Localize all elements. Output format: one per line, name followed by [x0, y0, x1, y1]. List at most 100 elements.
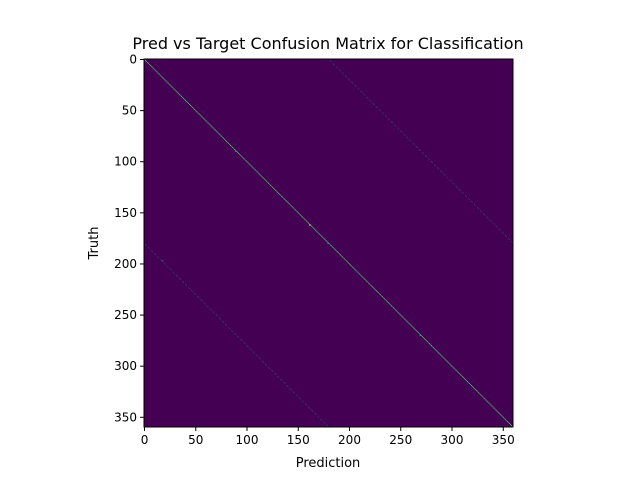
off-diagonal-cell [155, 254, 157, 256]
off-diagonal-cell [215, 314, 217, 316]
diagonal-cell [275, 189, 277, 191]
diagonal-cell [475, 389, 477, 391]
off-diagonal-cell [176, 275, 178, 277]
off-diagonal-cell [154, 253, 156, 255]
diagonal-cell [219, 134, 221, 136]
off-diagonal-cell [181, 280, 183, 282]
plot-frame [143, 58, 514, 428]
diagonal-cell [457, 371, 459, 373]
diagonal-cell [288, 203, 290, 205]
diagonal-cell [249, 164, 251, 166]
off-diagonal-cell [281, 379, 283, 381]
off-diagonal-cell [372, 102, 374, 104]
off-diagonal-cell [333, 64, 335, 66]
off-diagonal-cell [505, 235, 507, 237]
off-diagonal-cell [269, 367, 271, 369]
diagonal-cell [269, 183, 271, 185]
off-diagonal-cell [406, 136, 408, 138]
y-axis-ticks: 0 50 100 150 200 250 300 350 [114, 53, 144, 424]
off-diagonal-cell [507, 237, 509, 239]
off-diagonal-cell [446, 176, 448, 178]
off-diagonal-cell [173, 272, 175, 274]
diagonal-cell [304, 219, 306, 221]
diagonal-cell [452, 366, 454, 368]
diagonal-cell [482, 396, 484, 398]
y-tick-label: 50 [122, 104, 137, 118]
diagonal-cell [333, 248, 335, 250]
off-diagonal-cell [194, 293, 196, 295]
diagonal-cell [280, 194, 282, 196]
diagonal-cell [276, 190, 278, 192]
diagonal-cell [258, 173, 260, 175]
diagonal-cell [164, 79, 166, 81]
diagonal-cell [306, 221, 308, 223]
diagonal-cell [170, 85, 172, 87]
diagonal-cell [287, 202, 289, 204]
off-diagonal-cell [200, 299, 202, 301]
off-diagonal-cell [404, 134, 406, 136]
diagonal-cell [298, 213, 300, 215]
off-diagonal-cell [384, 115, 386, 117]
diagonal-cell [190, 105, 192, 107]
diagonal-cell [500, 414, 502, 416]
highlight-cell [309, 224, 311, 226]
off-diagonal-cell [197, 296, 199, 298]
off-diagonal-cell [502, 232, 504, 234]
diagonal-cell [250, 165, 252, 167]
diagonal-cell [395, 309, 397, 311]
diagonal-cell [233, 147, 235, 149]
diagonal-cell [353, 267, 355, 269]
diagonal-cell [371, 285, 373, 287]
diagonal-cell [465, 379, 467, 381]
diagonal-cell [178, 93, 180, 95]
diagonal-cell [297, 212, 299, 214]
off-diagonal-cell [435, 165, 437, 167]
diagonal-cell [227, 141, 229, 143]
diagonal-cell [424, 339, 426, 341]
off-diagonal-cell [302, 401, 304, 403]
off-diagonal-cell [259, 358, 261, 360]
diagonal-cell [468, 383, 470, 385]
diagonal-cell [173, 88, 175, 90]
diagonal-cell [361, 275, 363, 277]
diagonal-cell [449, 363, 451, 365]
off-diagonal-cell [163, 262, 165, 264]
x-axis-ticks: 0 50 100 150 200 250 300 350 [141, 427, 515, 447]
off-diagonal-cell [231, 329, 233, 331]
diagonal-cell [442, 356, 444, 358]
off-diagonal-cell [456, 186, 458, 188]
diagonal-cell [472, 386, 474, 388]
off-diagonal-cell [204, 303, 206, 305]
off-diagonal-cell [228, 326, 230, 328]
diagonal-cell [273, 187, 275, 189]
off-diagonal-cell [182, 281, 184, 283]
diagonal-cell [286, 201, 288, 203]
off-diagonal-cell [234, 332, 236, 334]
diagonal-cell [485, 399, 487, 401]
off-diagonal-cell [493, 223, 495, 225]
diagonal-cell [429, 344, 431, 346]
y-tick-label: 0 [129, 53, 137, 67]
off-diagonal-cell [301, 400, 303, 402]
off-diagonal-cell [247, 346, 249, 348]
diagonal-cell [200, 115, 202, 117]
diagonal-cell [144, 59, 146, 61]
y-tick-label: 300 [114, 359, 137, 373]
diagonal-cell [334, 249, 336, 251]
off-diagonal-cell [304, 403, 306, 405]
diagonal-cell [214, 129, 216, 131]
diagonal-cell [251, 166, 253, 168]
off-diagonal-cell [378, 109, 380, 111]
diagonal-cell [332, 247, 334, 249]
diagonal-cell [296, 211, 298, 213]
diagonal-cell [189, 103, 191, 105]
off-diagonal-cell [495, 225, 497, 227]
off-diagonal-cell [401, 131, 403, 133]
diagonal-cell [422, 337, 424, 339]
off-diagonal-cell [418, 148, 420, 150]
diagonal-cell [464, 378, 466, 380]
off-diagonal-cell [510, 240, 512, 242]
diagonal-cell [199, 114, 201, 116]
off-diagonal-cell [201, 300, 203, 302]
off-diagonal-cell [222, 321, 224, 323]
